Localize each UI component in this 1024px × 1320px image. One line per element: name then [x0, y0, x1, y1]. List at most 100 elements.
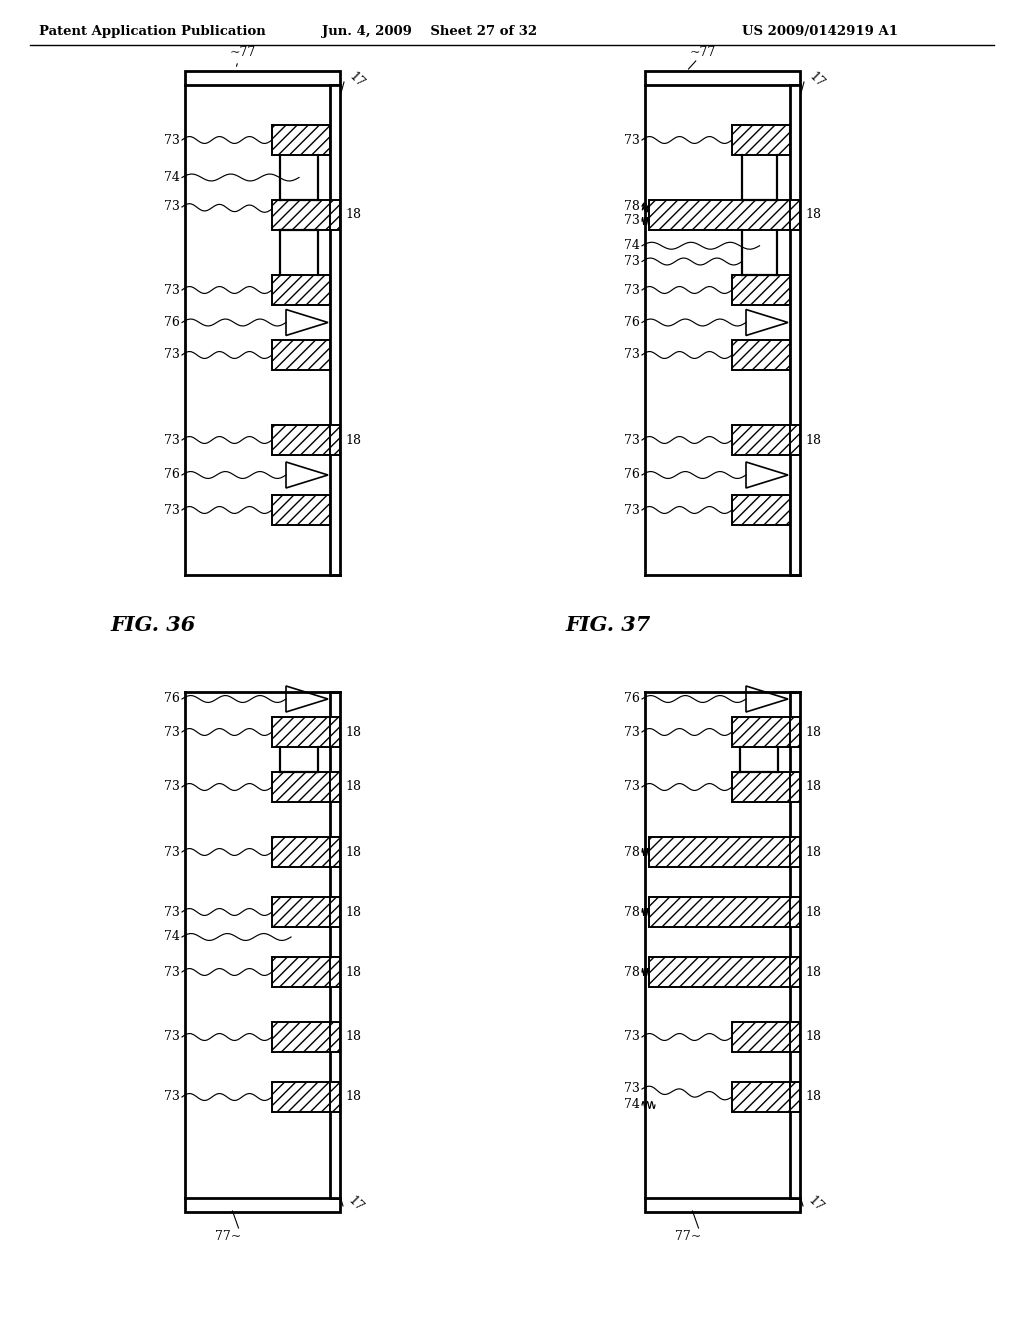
Text: 76: 76: [164, 693, 180, 705]
Bar: [330, 201, 340, 230]
Bar: [272, 275, 330, 305]
Text: 73: 73: [624, 133, 640, 147]
Bar: [645, 71, 800, 84]
Text: 76: 76: [624, 693, 640, 705]
Text: 73: 73: [624, 1082, 640, 1096]
Bar: [790, 898, 800, 927]
Text: 18: 18: [345, 726, 361, 738]
Bar: [732, 495, 790, 525]
Text: FIG. 37: FIG. 37: [565, 615, 650, 635]
Bar: [790, 837, 800, 867]
Bar: [330, 837, 340, 867]
Text: 18: 18: [345, 433, 361, 446]
Bar: [272, 1082, 330, 1111]
Bar: [272, 957, 330, 987]
Bar: [272, 1022, 330, 1052]
Text: ~77: ~77: [690, 46, 716, 59]
Text: 78: 78: [624, 906, 640, 919]
Bar: [732, 341, 790, 370]
Text: 73: 73: [624, 503, 640, 516]
Text: 77~: 77~: [215, 1230, 242, 1243]
Text: 78: 78: [624, 965, 640, 978]
Text: 18: 18: [345, 1090, 361, 1104]
Text: 74: 74: [164, 172, 180, 183]
Text: 18: 18: [345, 780, 361, 793]
Bar: [790, 84, 800, 576]
Bar: [272, 837, 330, 867]
Bar: [645, 1199, 800, 1212]
Polygon shape: [746, 462, 788, 488]
Bar: [732, 1082, 790, 1111]
Text: 73: 73: [624, 255, 640, 268]
Text: 18: 18: [805, 780, 821, 793]
Bar: [272, 125, 330, 154]
Text: 76: 76: [624, 315, 640, 329]
Bar: [790, 1022, 800, 1052]
Bar: [330, 425, 340, 455]
Bar: [790, 425, 800, 455]
Bar: [649, 201, 790, 230]
Bar: [732, 125, 790, 154]
Text: 76: 76: [624, 469, 640, 482]
Bar: [330, 717, 340, 747]
Text: 73: 73: [624, 780, 640, 793]
Text: 73: 73: [624, 1031, 640, 1044]
Text: 73: 73: [164, 906, 180, 919]
Text: 18: 18: [805, 726, 821, 738]
Text: 18: 18: [805, 433, 821, 446]
Bar: [330, 692, 340, 1199]
Text: FIG. 36: FIG. 36: [110, 615, 196, 635]
Bar: [649, 837, 790, 867]
Text: 17: 17: [806, 70, 826, 90]
Bar: [732, 275, 790, 305]
Text: 74: 74: [624, 1098, 640, 1111]
Bar: [185, 1199, 340, 1212]
Text: 74: 74: [164, 931, 180, 944]
Polygon shape: [286, 309, 328, 335]
Polygon shape: [286, 462, 328, 488]
Bar: [330, 898, 340, 927]
Bar: [649, 957, 790, 987]
Text: 73: 73: [164, 1031, 180, 1044]
Text: 18: 18: [805, 965, 821, 978]
Text: 74: 74: [624, 239, 640, 252]
Bar: [732, 425, 790, 455]
Text: 73: 73: [624, 284, 640, 297]
Bar: [272, 717, 330, 747]
Bar: [272, 201, 330, 230]
Bar: [330, 1082, 340, 1111]
Bar: [790, 201, 800, 230]
Text: 73: 73: [624, 433, 640, 446]
Text: 73: 73: [164, 726, 180, 738]
Text: Patent Application Publication: Patent Application Publication: [39, 25, 265, 38]
Text: 73: 73: [164, 1090, 180, 1104]
Text: 73: 73: [164, 201, 180, 214]
Text: 18: 18: [345, 906, 361, 919]
Text: ~77: ~77: [229, 46, 256, 59]
Bar: [790, 957, 800, 987]
Text: 18: 18: [805, 209, 821, 222]
Text: 17: 17: [346, 70, 367, 90]
Text: 73: 73: [624, 348, 640, 362]
Bar: [790, 772, 800, 803]
Bar: [330, 957, 340, 987]
Text: 17: 17: [345, 1193, 366, 1214]
Text: 73: 73: [164, 348, 180, 362]
Bar: [272, 495, 330, 525]
Polygon shape: [746, 309, 788, 335]
Bar: [185, 71, 340, 84]
Bar: [649, 898, 790, 927]
Text: Jun. 4, 2009    Sheet 27 of 32: Jun. 4, 2009 Sheet 27 of 32: [323, 25, 538, 38]
Bar: [732, 717, 790, 747]
Text: 73: 73: [164, 780, 180, 793]
Text: 73: 73: [624, 726, 640, 738]
Text: 17: 17: [805, 1193, 825, 1214]
Text: 18: 18: [345, 1031, 361, 1044]
Text: 73: 73: [164, 846, 180, 858]
Text: 76: 76: [164, 315, 180, 329]
Bar: [790, 1082, 800, 1111]
Polygon shape: [746, 686, 788, 711]
Bar: [790, 692, 800, 1199]
Bar: [732, 772, 790, 803]
Text: 18: 18: [345, 209, 361, 222]
